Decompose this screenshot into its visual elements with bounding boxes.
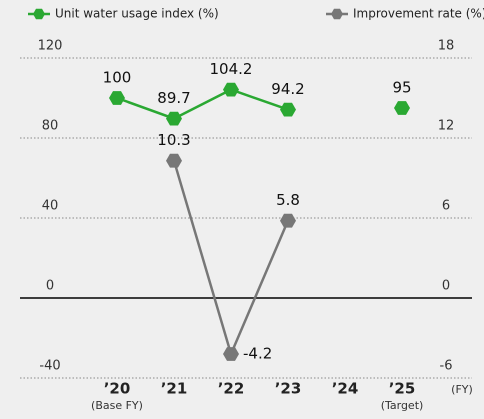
data-label: 94.2 xyxy=(271,80,304,98)
x-tick-label: ’25 xyxy=(389,380,416,398)
point-marker xyxy=(394,101,410,115)
data-label: 10.3 xyxy=(157,131,190,149)
data-label: 5.8 xyxy=(276,191,300,209)
x-tick-label: ’20 xyxy=(104,380,131,398)
point-marker xyxy=(223,347,239,361)
point-marker xyxy=(166,111,182,126)
y-tick-label: 80 xyxy=(42,119,59,134)
y2-tick-label: 6 xyxy=(442,199,450,214)
y2-tick-label: 0 xyxy=(442,279,450,294)
data-label: 104.2 xyxy=(210,60,253,78)
x-tick-label: ’22 xyxy=(218,380,245,398)
x-tick-label: ’24 xyxy=(332,380,359,398)
series-line xyxy=(172,160,290,358)
data-label: -4.2 xyxy=(243,345,272,363)
x-axis-label: (FY) xyxy=(451,383,473,396)
legend-label: Improvement rate (%) xyxy=(353,7,484,21)
data-label: 100 xyxy=(103,69,132,87)
data-label: 95 xyxy=(392,79,411,97)
point-marker xyxy=(280,102,296,117)
x-tick-label: ’21 xyxy=(161,380,188,398)
point-marker xyxy=(166,153,182,168)
data-label: 89.7 xyxy=(157,89,190,107)
legend-marker xyxy=(331,8,343,20)
point-marker xyxy=(223,82,239,97)
point-marker xyxy=(280,213,296,228)
y2-tick-label: 18 xyxy=(438,39,455,54)
point-marker xyxy=(109,91,125,105)
legend-marker xyxy=(33,8,45,20)
y-tick-label: 40 xyxy=(42,199,59,214)
y2-tick-label: 12 xyxy=(438,119,455,134)
y-tick-label: 0 xyxy=(46,279,54,294)
x-tick-label: ’23 xyxy=(275,380,302,398)
legend-label: Unit water usage index (%) xyxy=(55,7,219,21)
y-tick-label: 120 xyxy=(38,39,63,54)
y-tick-label: -40 xyxy=(39,359,60,374)
y2-tick-label: -6 xyxy=(440,359,453,374)
x-tick-note: (Base FY) xyxy=(91,399,143,412)
x-tick-note: (Target) xyxy=(381,399,424,412)
